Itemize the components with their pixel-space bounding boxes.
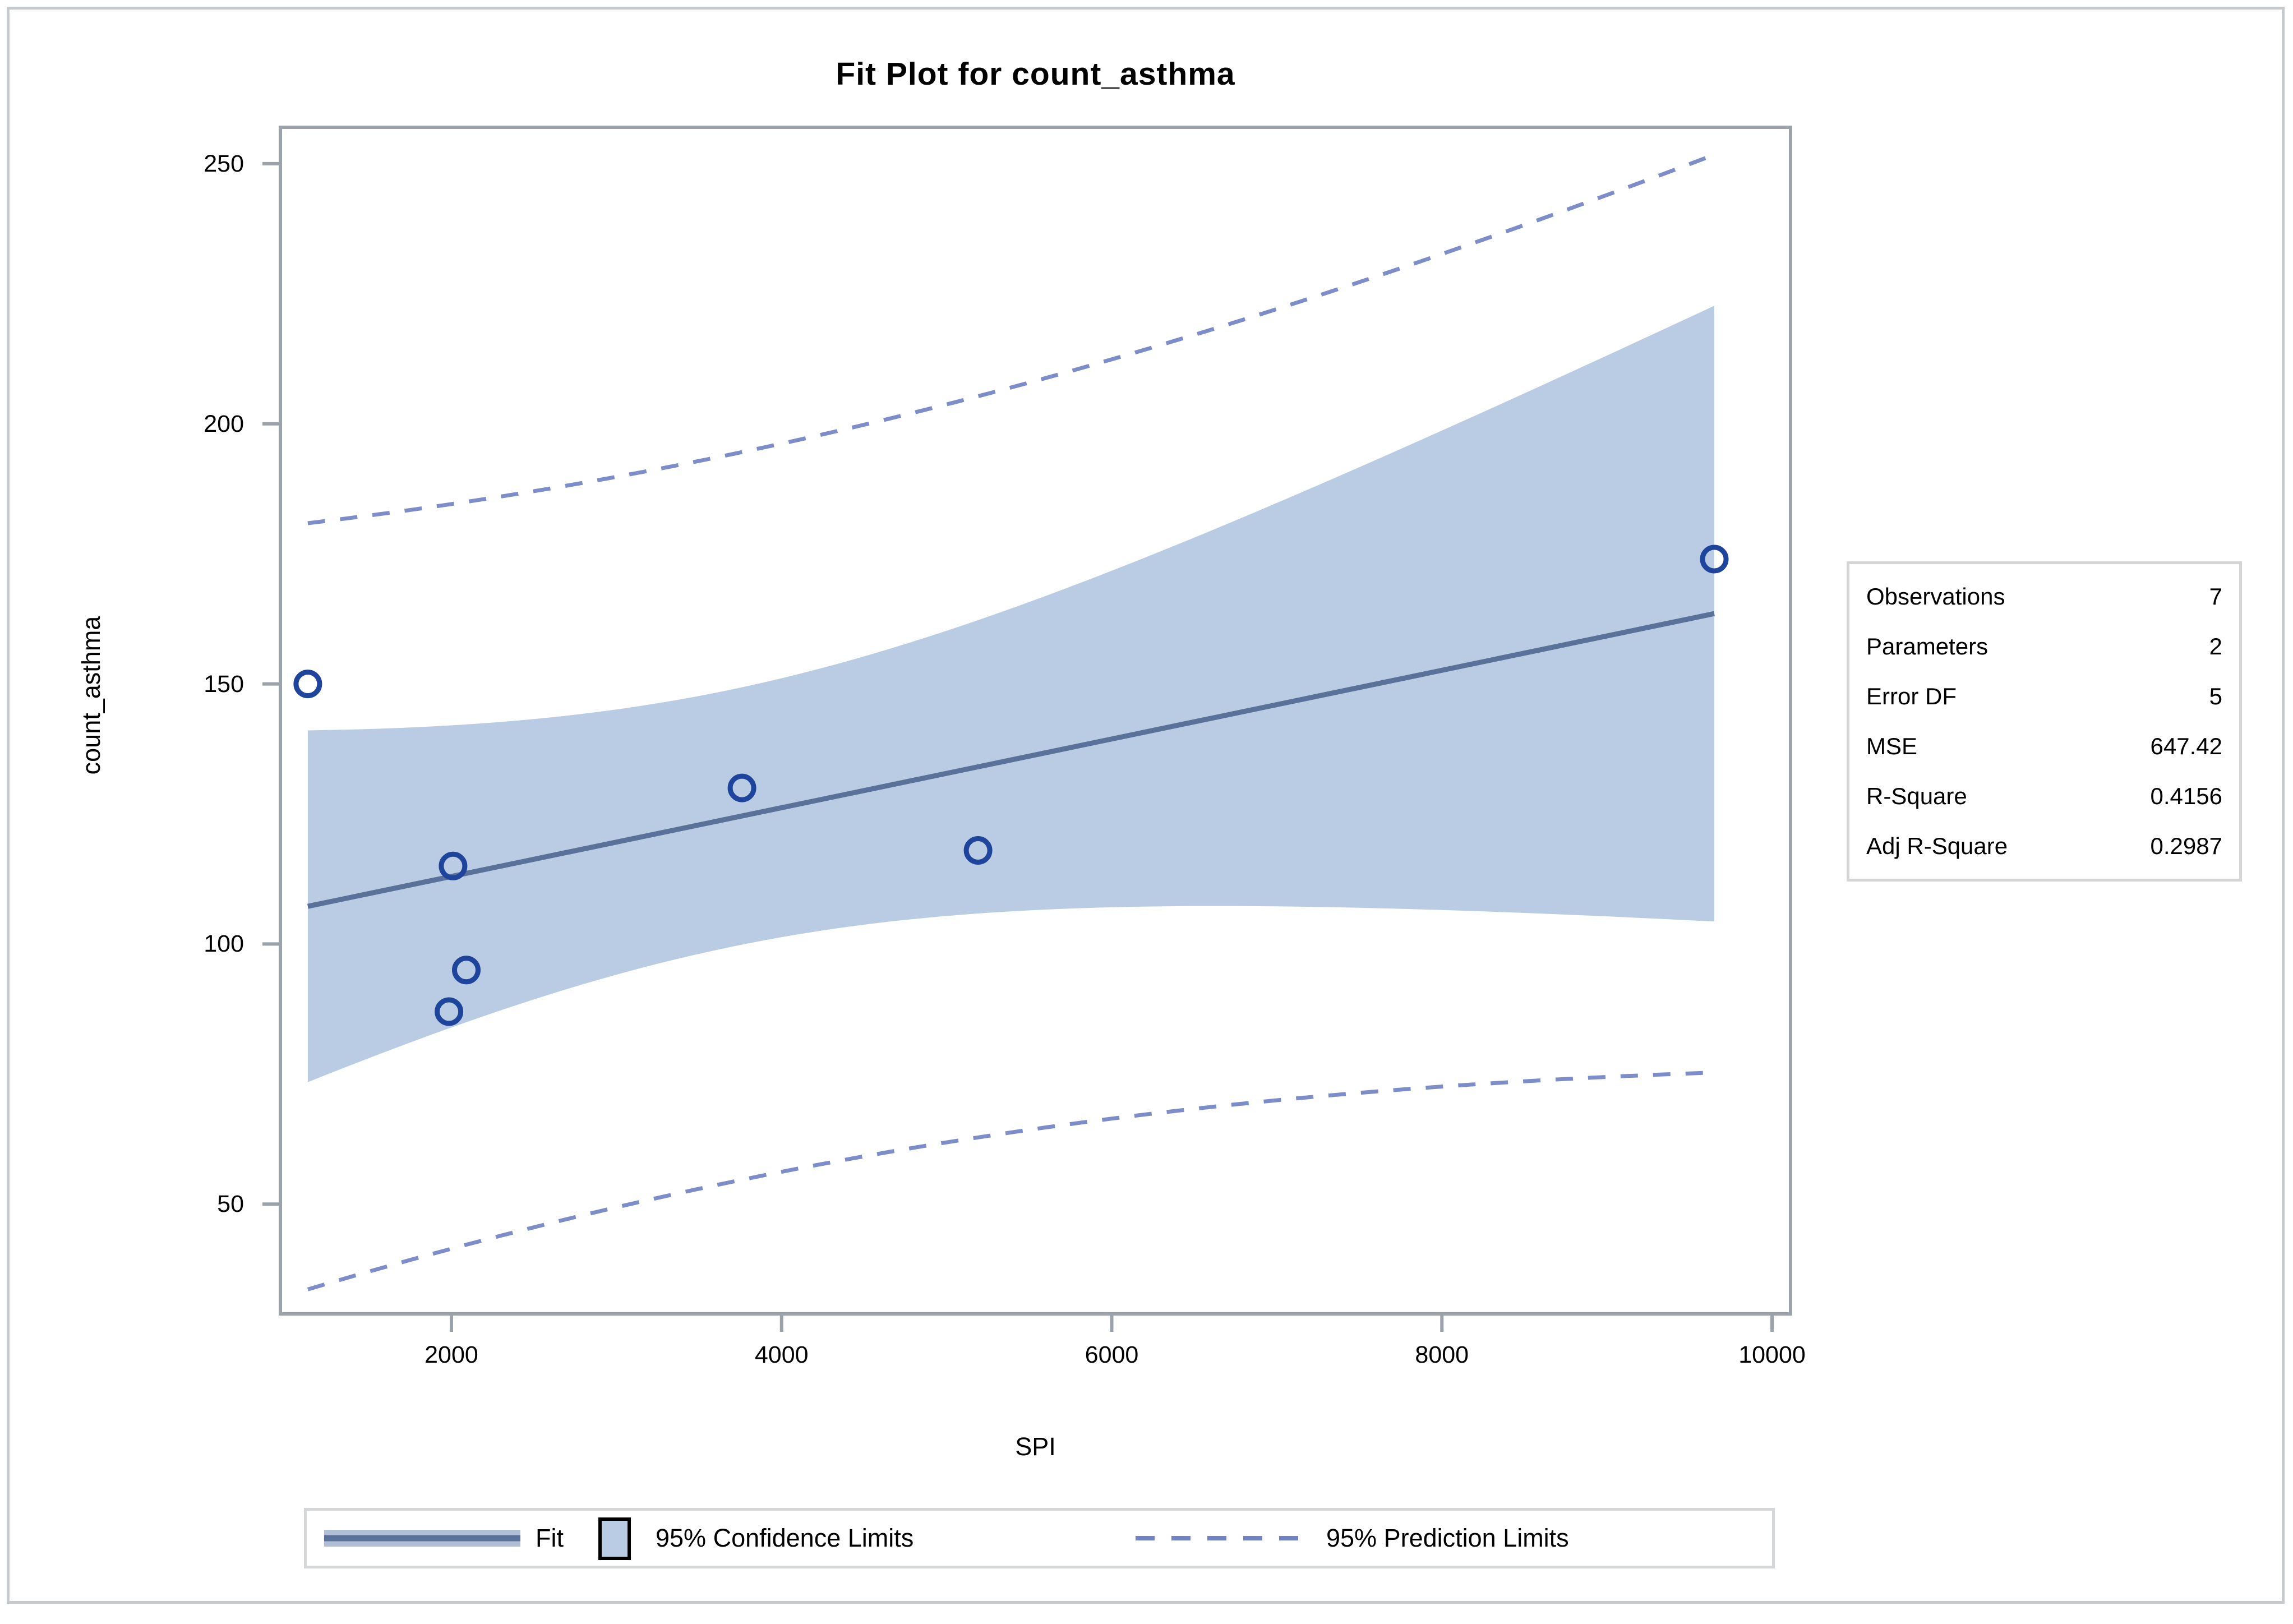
stats-label: Observations (1866, 583, 2005, 610)
stats-value: 0.4156 (2150, 782, 2222, 809)
y-tick-label: 250 (204, 150, 244, 177)
y-tick-label: 150 (204, 670, 244, 698)
stats-label: MSE (1866, 732, 1918, 759)
stats-row: Observations 7 (1866, 583, 2222, 610)
stats-label: Adj R-Square (1866, 832, 2008, 859)
stats-label: Parameters (1866, 633, 1989, 660)
prediction-limit-lower-line (307, 1071, 1715, 1291)
confidence-limits-swatch (598, 1517, 631, 1560)
x-axis-title: SPI (1015, 1432, 1056, 1461)
x-tick-label: 2000 (425, 1341, 478, 1368)
x-tick-label: 4000 (754, 1341, 809, 1368)
data-point-marker (963, 836, 993, 865)
legend-confidence-label: 95% Confidence Limits (656, 1524, 914, 1552)
stats-row: R-Square 0.4156 (1866, 783, 2222, 810)
x-tick-label: 6000 (1085, 1341, 1139, 1368)
stats-label: Error DF (1866, 683, 1957, 710)
stats-value: 647.42 (2150, 732, 2222, 759)
legend-box: Fit 95% Confidence Limits 95% Prediction… (304, 1508, 1775, 1568)
data-point-marker (293, 670, 322, 699)
y-tick-label: 200 (204, 410, 244, 437)
data-point-marker (452, 956, 481, 985)
fit-line (307, 611, 1715, 909)
legend-prediction-label: 95% Prediction Limits (1326, 1524, 1569, 1552)
x-tick-label: 10000 (1738, 1341, 1806, 1368)
confidence-band-area (307, 306, 1715, 1082)
data-point-marker (727, 773, 756, 802)
stats-label: R-Square (1866, 782, 1967, 809)
data-point-marker (439, 851, 468, 880)
data-point-marker (435, 997, 464, 1026)
data-point-marker (1700, 545, 1729, 574)
legend-fit-label: Fit (536, 1524, 564, 1552)
x-tick-label: 8000 (1415, 1341, 1469, 1368)
stats-row: Error DF 5 (1866, 683, 2222, 710)
stats-value: 5 (2209, 683, 2222, 710)
data-points (293, 545, 1729, 1026)
stats-value: 2 (2209, 633, 2222, 660)
fit-statistics-box: Observations 7 Parameters 2 Error DF 5 MSE 647.… (1847, 561, 2242, 882)
stats-value: 0.2987 (2150, 832, 2222, 859)
stats-row: Parameters 2 (1866, 633, 2222, 660)
prediction-limits-swatch (1136, 1536, 1298, 1540)
prediction-limit-upper-line (307, 153, 1715, 525)
fit-line-swatch (324, 1530, 520, 1547)
y-tick-label: 100 (204, 930, 244, 958)
stats-row: MSE 647.42 (1866, 733, 2222, 760)
chart-title: Fit Plot for count_asthma (836, 56, 1235, 92)
plot-area-border (279, 126, 1792, 1316)
stats-value: 7 (2209, 583, 2222, 610)
stats-row: Adj R-Square 0.2987 (1866, 833, 2222, 860)
tick-marks (262, 162, 1774, 1332)
y-tick-label: 50 (217, 1191, 244, 1218)
